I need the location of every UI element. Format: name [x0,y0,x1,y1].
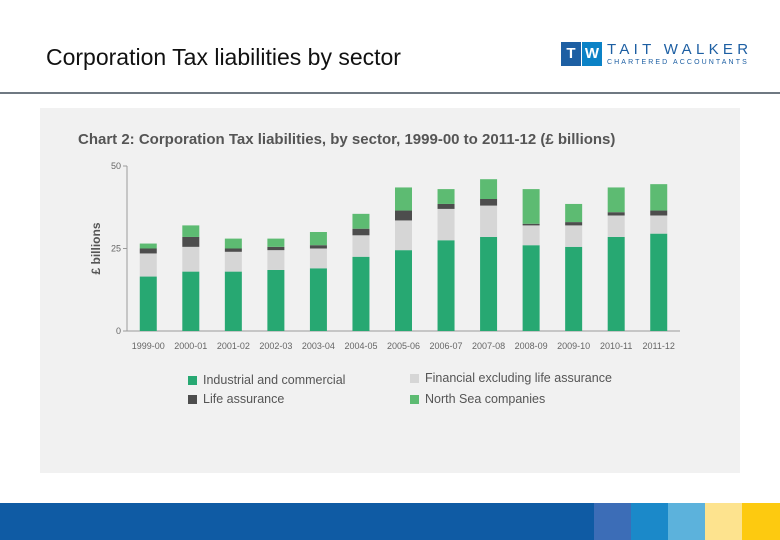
bar-segment [607,215,625,237]
bar-segment [522,223,540,226]
bar-segment [650,233,668,331]
chart-panel: Chart 2: Corporation Tax liabilities, by… [40,108,740,473]
bar-segment [565,246,583,331]
x-tick-label: 2007-08 [472,341,505,351]
bar-segment [395,187,412,211]
bar-segment [182,271,200,331]
header-divider [0,92,780,94]
bar-segment [224,271,242,331]
bar-segment [650,210,668,216]
bar-segment [480,205,498,237]
footer-band [0,503,780,540]
y-tick-label: 50 [111,161,121,171]
bar-segment [522,225,540,246]
tait-walker-logo: T W TAIT WALKER CHARTERED ACCOUNTANTS [561,41,756,70]
bar-segment [437,203,455,209]
bar-segment [224,251,242,272]
x-tick-label: 2009-10 [557,341,590,351]
bar-segment [607,212,625,216]
bar-segment [395,250,412,331]
bar-segment [182,236,200,247]
bar-segment [139,253,157,277]
bar-segment [267,238,285,247]
legend-swatch [410,374,419,383]
footer-block-5 [742,503,780,540]
y-axis-title: £ billions [89,222,103,274]
bar-segment [437,189,455,204]
x-tick-label: 2004-05 [344,341,377,351]
bar-segment [565,225,583,247]
bar-segment [267,269,285,331]
bar-segment [352,256,370,331]
legend-label: North Sea companies [425,392,545,406]
x-tick-label: 1999-00 [132,341,165,351]
x-tick-label: 2006-07 [430,341,463,351]
legend-swatch [188,395,197,404]
x-tick-label: 2000-01 [174,341,207,351]
footer-block-2 [631,503,668,540]
logo-letter-t: T [561,42,581,66]
footer-block-1 [594,503,631,540]
bar-segment [309,268,327,331]
bar-segment [139,243,157,249]
bar-segment [437,208,455,241]
chart-title: Chart 2: Corporation Tax liabilities, by… [78,131,616,148]
footer-block-3 [668,503,705,540]
bar-chart: 0 25 50 £ billions 1999-00 2000-01 2001-02 2002… [89,161,680,406]
x-tick-label: 2010-11 [600,341,632,351]
bar-segment [480,179,498,199]
logo-letter-w: W [582,42,602,66]
bar-segment [224,238,242,249]
legend-label: Financial excluding life assurance [425,371,612,385]
bar-segment [267,246,285,251]
bar-segment [650,184,668,211]
bar-segment [139,248,157,254]
bar-segment [522,245,540,331]
bar-segment [565,203,583,223]
y-tick-label: 0 [116,326,121,336]
legend-label: Life assurance [203,392,284,406]
footer-main-bar [0,503,594,540]
bar-segment [224,248,242,252]
bar-segment [309,232,327,246]
x-tick-label: 2003-04 [302,341,335,351]
bar-segment [395,210,412,221]
bar-segment [607,236,625,331]
x-tick-label: 2005-06 [387,341,420,351]
bar-segment [182,225,200,237]
legend-label: Industrial and commercial [203,373,345,387]
bar-segment [395,220,412,251]
bar-segment [650,215,668,234]
legend-swatch [410,395,419,404]
bar-segment [480,199,498,206]
legend-swatch [188,376,197,385]
bar-segment [182,246,200,272]
slide-title: Corporation Tax liabilities by sector [46,44,401,70]
bar-segment [309,248,327,269]
x-tick-label: 2008-09 [515,341,548,351]
footer-block-4 [705,503,742,540]
bar-segment [352,235,370,257]
bar-segment [480,236,498,331]
x-tick-label: 2001-02 [217,341,250,351]
bar-segment [309,245,327,249]
logo-subtitle: CHARTERED ACCOUNTANTS [607,59,749,66]
logo-name: TAIT WALKER [607,41,753,58]
bar-segment [522,189,540,224]
bar-segment [565,222,583,226]
y-tick-label: 25 [111,244,121,254]
bar-segment [437,240,455,331]
bar-segment [139,276,157,331]
bar-segment [352,228,370,236]
x-tick-label: 2002-03 [259,341,292,351]
bar-segment [607,187,625,213]
x-tick-label: 2011-12 [643,341,675,351]
bar-segment [267,250,285,270]
bar-segment [352,213,370,229]
